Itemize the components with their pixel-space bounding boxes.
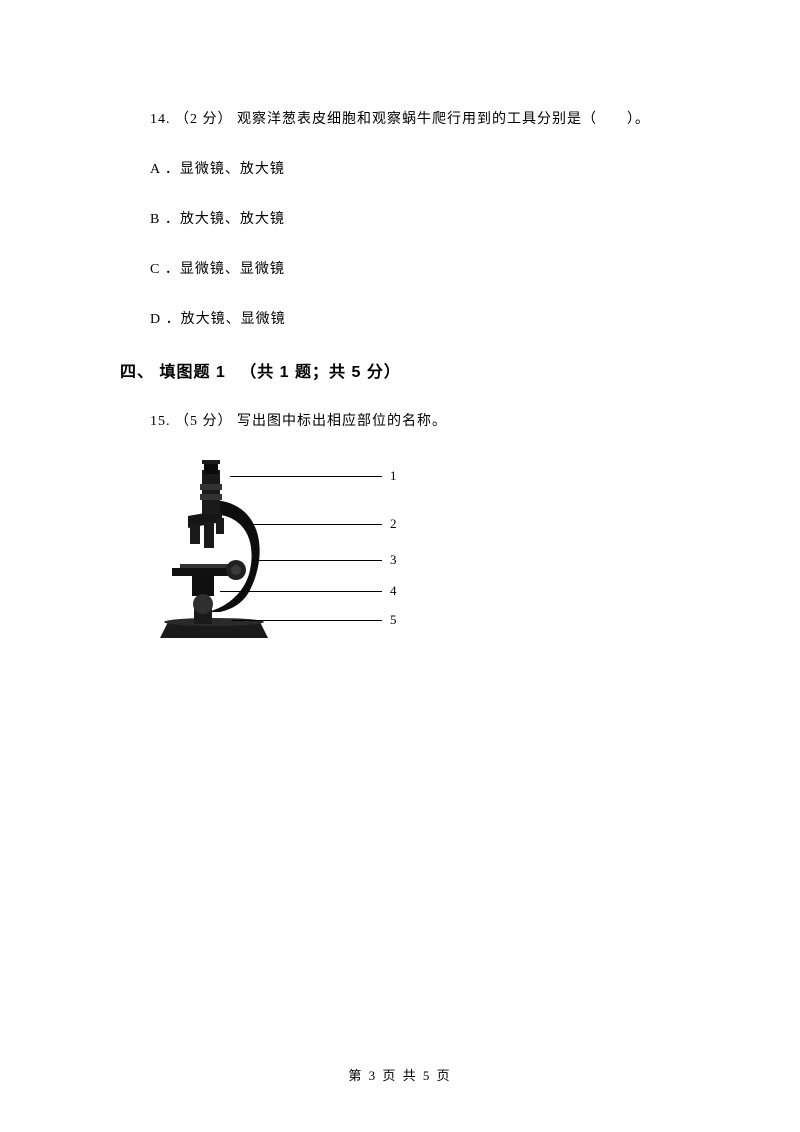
- microscope-icon: [150, 460, 290, 645]
- q14-text: 观察洋葱表皮细胞和观察蜗牛爬行用到的工具分别是（ ）。: [237, 112, 650, 127]
- section-4-heading: 四、 填图题 1 （共 1 题；共 5 分）: [120, 358, 680, 382]
- q15-points: （5 分）: [175, 414, 233, 429]
- diagram-label-5: 5: [390, 612, 397, 628]
- microscope-diagram: 1 2 3 4 5: [150, 460, 410, 650]
- q14-option-a: A ．显微镜、放大镜: [150, 158, 680, 178]
- leader-line-5: [232, 620, 382, 621]
- q15-text: 写出图中标出相应部位的名称。: [237, 414, 447, 429]
- q14-option-d: D ．放大镜、显微镜: [150, 308, 680, 328]
- q14-option-c: C ．显微镜、显微镜: [150, 258, 680, 278]
- diagram-label-2: 2: [390, 516, 397, 532]
- page-footer: 第 3 页 共 5 页: [0, 1065, 800, 1084]
- question-15: 15. （5 分） 写出图中标出相应部位的名称。: [150, 410, 680, 430]
- q14-option-b: B ．放大镜、放大镜: [150, 208, 680, 228]
- diagram-label-1: 1: [390, 468, 397, 484]
- q15-number: 15.: [150, 414, 171, 429]
- diagram-label-4: 4: [390, 583, 397, 599]
- q14-number: 14.: [150, 112, 171, 127]
- leader-line-3: [252, 560, 382, 561]
- leader-line-4: [220, 591, 382, 592]
- q14-points: （2 分）: [175, 112, 233, 127]
- leader-line-1: [230, 476, 382, 477]
- diagram-label-3: 3: [390, 552, 397, 568]
- question-14: 14. （2 分） 观察洋葱表皮细胞和观察蜗牛爬行用到的工具分别是（ ）。: [150, 108, 680, 128]
- leader-line-2: [250, 524, 382, 525]
